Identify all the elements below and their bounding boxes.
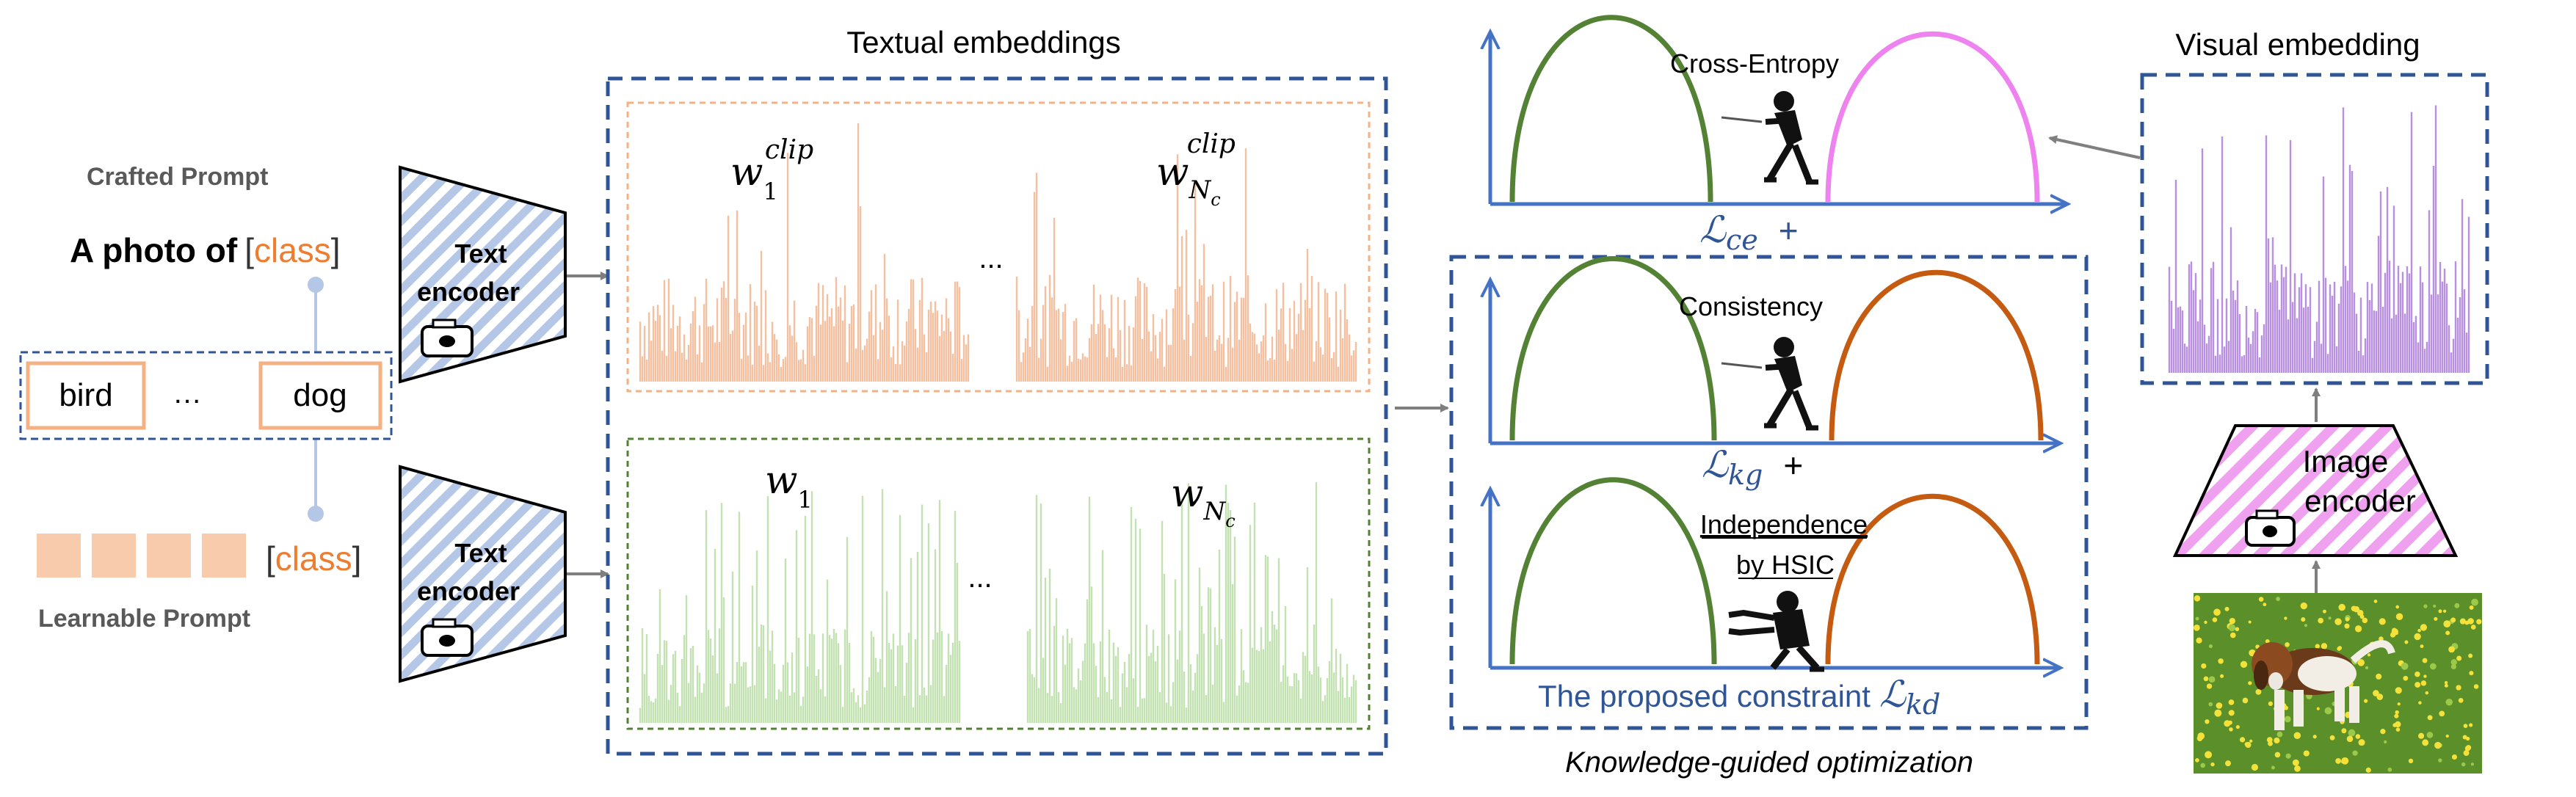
- wnc-base: w: [1171, 472, 1204, 516]
- wnc-sub: N: [1203, 497, 1227, 526]
- ellipsis-top: ...: [979, 242, 1003, 274]
- wnc-clip-base: w: [1156, 150, 1189, 194]
- crafted-prompt-label: Crafted Prompt: [87, 163, 268, 191]
- visual-embedding-title: Visual embedding: [2175, 27, 2420, 62]
- consistency-panel: Consistency ℒkg +: [1490, 256, 2059, 491]
- wnc-clip-sub: N: [1189, 175, 1212, 205]
- cross-entropy-panel: Cross-Entropy ℒce +: [1490, 15, 2067, 256]
- l-ce-sub: ce: [1726, 224, 1758, 256]
- consistency-label: Consistency: [1679, 291, 1823, 321]
- learned-bars-right: [1026, 482, 1357, 723]
- visual-bars: [2168, 105, 2470, 373]
- l-kg-label: ℒkg +: [1702, 443, 1803, 491]
- wnc-subsub: c: [1225, 511, 1235, 531]
- clip-bars-left: [639, 123, 970, 382]
- bracket-open: [: [244, 231, 254, 269]
- learnable-class-word: class: [275, 539, 352, 578]
- learnable-token-4: [202, 534, 246, 578]
- learned-bars-left: [639, 489, 961, 723]
- l-kd-sub: kd: [1906, 688, 1940, 721]
- bracket-close: ]: [331, 231, 341, 269]
- learnable-token-3: [147, 534, 191, 578]
- l-kg-symbol: ℒ: [1702, 443, 1729, 486]
- text-encoder-top-line2: encoder: [417, 277, 520, 307]
- image-encoder-line1: Image: [2303, 444, 2389, 478]
- l-kg-sub: kg: [1728, 459, 1763, 491]
- visual-embedding-box: [2140, 73, 2489, 385]
- plus-1: +: [1779, 211, 1799, 250]
- l-ce-symbol: ℒ: [1699, 208, 1727, 251]
- optimization-caption: Knowledge-guided optimization: [1565, 746, 1973, 779]
- plus-2: +: [1783, 446, 1803, 484]
- wnc-clip-label: wNc clip: [1156, 129, 1236, 210]
- learnable-class-text: [class]: [266, 539, 361, 578]
- camera-icon: [421, 319, 474, 357]
- class-bird: bird: [59, 377, 112, 413]
- class-dog-box: [258, 361, 382, 430]
- textual-embeddings-box: [606, 76, 1388, 756]
- text-encoder-top-line1: Text: [454, 239, 507, 269]
- independence-panel: Independence by HSIC The proposed constr…: [1490, 477, 2059, 721]
- text-encoder-bottom: Text encoder: [399, 465, 567, 683]
- text-encoder-bottom-line2: encoder: [417, 576, 520, 606]
- arrow-visual-to-ce: [2048, 135, 2141, 159]
- camera-icon: [421, 618, 474, 657]
- ellipsis-bottom: ...: [968, 561, 992, 594]
- w1-clip-sup: clip: [765, 135, 813, 165]
- class-word: class: [254, 231, 331, 269]
- tug-of-war-figure-icon: [1721, 91, 1818, 185]
- learnable-token-2: [92, 534, 136, 578]
- text-encoder-top: Text encoder: [399, 165, 567, 384]
- proposed-text: The proposed constraint: [1538, 679, 1871, 713]
- proposed-constraint-label: The proposed constraint ℒkd: [1538, 673, 1940, 721]
- cross-entropy-label: Cross-Entropy: [1670, 48, 1839, 79]
- learnable-prompt-label: Learnable Prompt: [38, 605, 250, 633]
- learnable-bracket-open: [: [266, 539, 275, 578]
- w1-sub: 1: [798, 486, 813, 514]
- by-hsic-label: by HSIC: [1736, 550, 1835, 580]
- pushing-figure-icon: [1728, 591, 1824, 672]
- l-kd-symbol: ℒ: [1879, 673, 1906, 716]
- a-photo-of-text: A photo of [class]: [70, 231, 341, 269]
- wnc-clip-subsub: c: [1211, 189, 1220, 210]
- dog-photo: [2194, 593, 2482, 774]
- w1-clip-base: w: [730, 150, 763, 194]
- tug-of-war-figure-icon: [1721, 337, 1818, 431]
- class-bird-box: [26, 361, 146, 430]
- kg-green-arc: [1509, 256, 1717, 441]
- learnable-bracket-close: ]: [352, 539, 362, 578]
- connector-dot-top: [308, 277, 324, 293]
- class-ellipsis: …: [173, 377, 202, 410]
- image-encoder: Image encoder: [2172, 424, 2459, 557]
- clip-embeddings-box: [626, 101, 1371, 393]
- kd-orange-arc: [1825, 493, 2040, 665]
- a-photo-of-words: A photo of: [70, 231, 238, 269]
- w1-base: w: [765, 459, 798, 503]
- w1-clip-label: w1 clip: [730, 135, 813, 205]
- wnc-label: wNc: [1171, 472, 1236, 531]
- l-ce-label: ℒce +: [1699, 208, 1799, 256]
- learned-embeddings-box: [626, 437, 1371, 730]
- image-encoder-line2: encoder: [2304, 484, 2416, 518]
- class-dog: dog: [293, 377, 347, 413]
- w1-label: w1: [765, 459, 813, 514]
- kg-orange-arc: [1829, 269, 2044, 441]
- text-encoder-bottom-line1: Text: [454, 538, 507, 568]
- camera-icon: [2245, 509, 2296, 547]
- ce-magenta-arc: [1825, 31, 2040, 203]
- learnable-token-1: [37, 534, 81, 578]
- textual-embeddings-title: Textual embeddings: [846, 25, 1121, 59]
- wnc-clip-sup: clip: [1187, 129, 1236, 159]
- proposed-constraint-box: [1449, 255, 2089, 730]
- ce-green-arc: [1509, 15, 1713, 203]
- clip-bars-right: [1015, 148, 1357, 382]
- w1-clip-sub: 1: [763, 178, 778, 205]
- kd-green-arc: [1509, 477, 1717, 665]
- connector-dot-bottom: [308, 506, 324, 522]
- independence-label: Independence: [1700, 509, 1868, 539]
